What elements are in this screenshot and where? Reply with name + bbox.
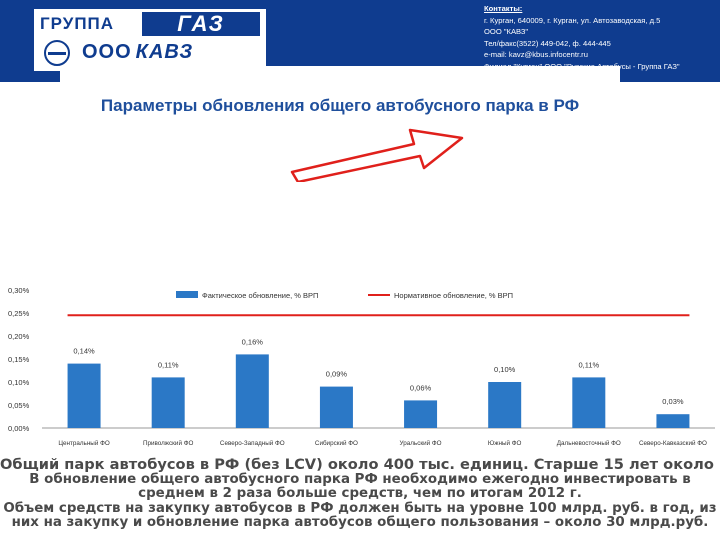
- x-tick-label: Северо-Западный ФО: [220, 439, 285, 447]
- bar-value-label: 0,11%: [158, 360, 179, 369]
- x-tick-label: Приволжский ФО: [143, 439, 194, 447]
- contacts-line: ООО "КАВЗ": [484, 27, 529, 37]
- bar: [404, 400, 438, 428]
- bar: [488, 382, 522, 428]
- contacts-line: г. Курган, 640009, г. Курган, ул. Автоза…: [484, 15, 661, 25]
- arrow-icon: [290, 128, 464, 182]
- contacts-line: e-mail: kavz@kbus.infocentr.ru: [484, 50, 588, 60]
- bus-emblem-icon: [44, 40, 70, 66]
- bar: [656, 414, 690, 428]
- bar: [572, 377, 606, 428]
- logo-brand-text: КАВЗ: [135, 41, 194, 63]
- bar: [67, 363, 101, 428]
- contacts-block: Контакты: г. Курган, 640009, г. Курган, …: [484, 3, 720, 73]
- summary-line: Объем средств на закупку автобусов в РФ …: [3, 500, 717, 516]
- x-tick-label: Сибирский ФО: [315, 439, 358, 447]
- bar-value-label: 0,09%: [326, 370, 348, 379]
- bar-value-label: 0,11%: [578, 360, 599, 369]
- x-tick-label: Уральский ФО: [400, 439, 442, 447]
- slide-title: Параметры обновления общего автобусного …: [100, 96, 580, 115]
- legend-line-label: Нормативное обновление, % ВРП: [394, 291, 513, 300]
- summary-line: среднем в 2 раза больше средств, чем по …: [138, 486, 582, 501]
- y-tick-label: 0,30%: [8, 286, 30, 295]
- contacts-title: Контакты:: [484, 4, 523, 13]
- x-tick-label: Северо-Кавказский ФО: [639, 439, 707, 447]
- title-panel: [60, 66, 620, 132]
- y-tick-label: 0,15%: [8, 355, 30, 364]
- bar-value-label: 0,14%: [73, 347, 95, 356]
- x-tick-label: Южный ФО: [488, 439, 522, 447]
- y-tick-label: 0,20%: [8, 332, 30, 341]
- bar: [235, 354, 269, 428]
- bar-value-label: 0,16%: [242, 337, 264, 346]
- x-tick-label: Дальневосточный ФО: [557, 439, 621, 447]
- bar-chart: 0,00% 0,05% 0,10% 0,15% 0,20% 0,25% 0,30% 0,14…: [8, 286, 715, 447]
- logo-org-text: ООО: [82, 41, 132, 63]
- y-tick-label: 0,05%: [8, 401, 30, 410]
- contacts-line: Тел/факс(3522) 449-042, ф. 444-445: [484, 38, 611, 48]
- y-tick-label: 0,00%: [8, 424, 30, 433]
- bar-value-label: 0,10%: [494, 365, 516, 374]
- bar-value-label: 0,06%: [410, 383, 432, 392]
- logo-brand: ООО КАВЗ: [82, 41, 193, 64]
- legend-bar-label: Фактическое обновление, % ВРП: [202, 291, 318, 300]
- summary-line: них на закупку и обновление парка автобу…: [11, 515, 709, 530]
- bar: [151, 377, 185, 428]
- summary-line: В обновление общего автобусного парка РФ…: [29, 471, 691, 487]
- x-tick-label: Центральный ФО: [58, 439, 110, 447]
- logo-group-text: ГРУППА: [40, 14, 115, 33]
- summary-text: Общий парк автобусов в РФ (без LCV) окол…: [0, 456, 720, 531]
- logo-gaz-text: ГАЗ: [142, 12, 260, 36]
- bar-value-label: 0,03%: [662, 397, 684, 406]
- y-tick-label: 0,10%: [8, 378, 30, 387]
- bar: [319, 386, 353, 428]
- summary-line: Общий парк автобусов в РФ (без LCV) окол…: [0, 456, 720, 473]
- legend-bar-swatch: [176, 291, 198, 298]
- y-tick-label: 0,25%: [8, 309, 30, 318]
